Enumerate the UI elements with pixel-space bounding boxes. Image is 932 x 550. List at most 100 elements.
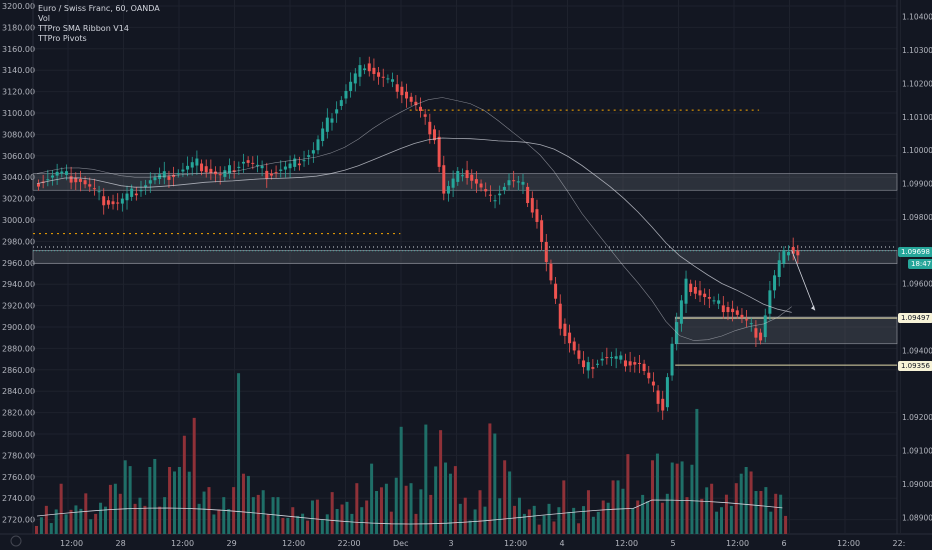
volume-bar bbox=[498, 498, 502, 534]
candle-body bbox=[74, 177, 78, 183]
volume-bar bbox=[513, 505, 517, 534]
volume-bar bbox=[478, 490, 482, 534]
candle-body bbox=[540, 220, 544, 242]
indicator-vol[interactable]: Vol bbox=[38, 14, 50, 23]
volume-bar bbox=[261, 490, 265, 534]
right-tick-label: 1.09600 bbox=[902, 280, 932, 289]
volume-bar bbox=[562, 480, 566, 534]
candle-body bbox=[474, 179, 478, 184]
candle-body bbox=[400, 86, 404, 96]
candle-body bbox=[97, 191, 101, 193]
volume-bar bbox=[94, 513, 98, 534]
volume-bar bbox=[74, 505, 78, 534]
candle-body bbox=[642, 363, 646, 372]
candle-body bbox=[241, 161, 245, 164]
left-tick-label: 3100.00 bbox=[2, 109, 35, 118]
volume-ma-line bbox=[36, 499, 783, 525]
volume-bar bbox=[89, 519, 93, 534]
volume-bar bbox=[596, 511, 600, 534]
volume-bar bbox=[330, 492, 334, 534]
volume-bar bbox=[158, 506, 162, 534]
candle-body bbox=[130, 188, 134, 197]
candle-body bbox=[516, 181, 520, 183]
candle-body bbox=[283, 166, 287, 170]
right-tick-label: 1.10200 bbox=[902, 79, 932, 88]
volume-bar bbox=[532, 505, 536, 534]
candle-body bbox=[367, 63, 371, 72]
indicator-sma-ribbon[interactable]: TTPro SMA Ribbon V14 bbox=[38, 24, 129, 33]
volume-bar bbox=[631, 508, 635, 534]
volume-bar bbox=[399, 426, 403, 534]
candle-body bbox=[586, 362, 590, 371]
candle-body bbox=[218, 174, 222, 176]
candle-body bbox=[661, 398, 665, 411]
candle-body bbox=[535, 209, 539, 222]
candle-body bbox=[656, 390, 660, 404]
candle-body bbox=[502, 186, 506, 191]
left-tick-label: 3040.00 bbox=[2, 173, 35, 182]
volume-bar bbox=[695, 408, 699, 534]
candle-body bbox=[111, 201, 115, 205]
volume-bar bbox=[370, 463, 374, 534]
time-label: 4 bbox=[560, 539, 565, 548]
candle-body bbox=[186, 165, 190, 170]
level-tag-1: 1.09497 bbox=[898, 313, 932, 323]
volume-bar bbox=[784, 515, 788, 534]
candle-body bbox=[446, 186, 450, 194]
volume-bar bbox=[616, 480, 620, 534]
volume-bar bbox=[527, 509, 531, 534]
candle-body bbox=[600, 358, 604, 361]
right-tick-label: 1.10300 bbox=[902, 46, 932, 55]
candle-body bbox=[260, 165, 264, 169]
left-tick-label: 2960.00 bbox=[2, 259, 35, 268]
volume-bar bbox=[217, 509, 221, 534]
candle-body bbox=[64, 171, 68, 175]
volume-bar bbox=[143, 505, 147, 534]
volume-bar bbox=[749, 471, 753, 534]
candle-body bbox=[684, 278, 688, 304]
time-label: 12:00 bbox=[504, 539, 527, 548]
volume-bar bbox=[764, 487, 768, 534]
candle-body bbox=[339, 100, 343, 106]
candle-body bbox=[335, 109, 339, 114]
volume-bar bbox=[281, 517, 285, 534]
candle-body bbox=[321, 128, 325, 142]
volume-bar bbox=[582, 506, 586, 534]
volume-bar bbox=[779, 494, 783, 534]
candle-body bbox=[703, 293, 707, 298]
candle-body bbox=[605, 357, 609, 359]
symbol-title[interactable]: Euro / Swiss Franc, 60, OANDA bbox=[38, 4, 160, 13]
candle-body bbox=[353, 73, 357, 84]
sma-line-slow bbox=[36, 137, 792, 313]
volume-bar bbox=[621, 488, 625, 534]
volume-bar bbox=[335, 508, 339, 534]
candle-body bbox=[209, 168, 213, 174]
volume-bar bbox=[113, 483, 117, 534]
candle-body bbox=[405, 91, 409, 99]
candle-body bbox=[349, 81, 353, 91]
time-label: 22: bbox=[893, 539, 906, 548]
volume-bar bbox=[103, 506, 107, 534]
volume-bar bbox=[729, 505, 733, 534]
volume-bar bbox=[320, 519, 324, 534]
volume-bar bbox=[483, 506, 487, 534]
indicator-pivots[interactable]: TTPro Pivots bbox=[38, 34, 87, 43]
time-label: 12:00 bbox=[837, 539, 860, 548]
volume-bar bbox=[705, 487, 709, 534]
candle-body bbox=[530, 198, 534, 213]
candle-body bbox=[125, 193, 129, 201]
candle-body bbox=[568, 332, 572, 344]
candle-body bbox=[274, 172, 278, 174]
volume-bar bbox=[296, 515, 300, 534]
volume-bar bbox=[754, 491, 758, 534]
right-tick-label: 1.10100 bbox=[902, 113, 932, 122]
left-tick-label: 2840.00 bbox=[2, 387, 35, 396]
volume-bar bbox=[163, 497, 167, 534]
settings-icon[interactable] bbox=[10, 535, 22, 547]
right-tick-label: 1.09100 bbox=[902, 447, 932, 456]
candle-body bbox=[195, 158, 199, 166]
candle-body bbox=[60, 171, 64, 174]
candle-body bbox=[591, 367, 595, 369]
left-tick-label: 2920.00 bbox=[2, 302, 35, 311]
